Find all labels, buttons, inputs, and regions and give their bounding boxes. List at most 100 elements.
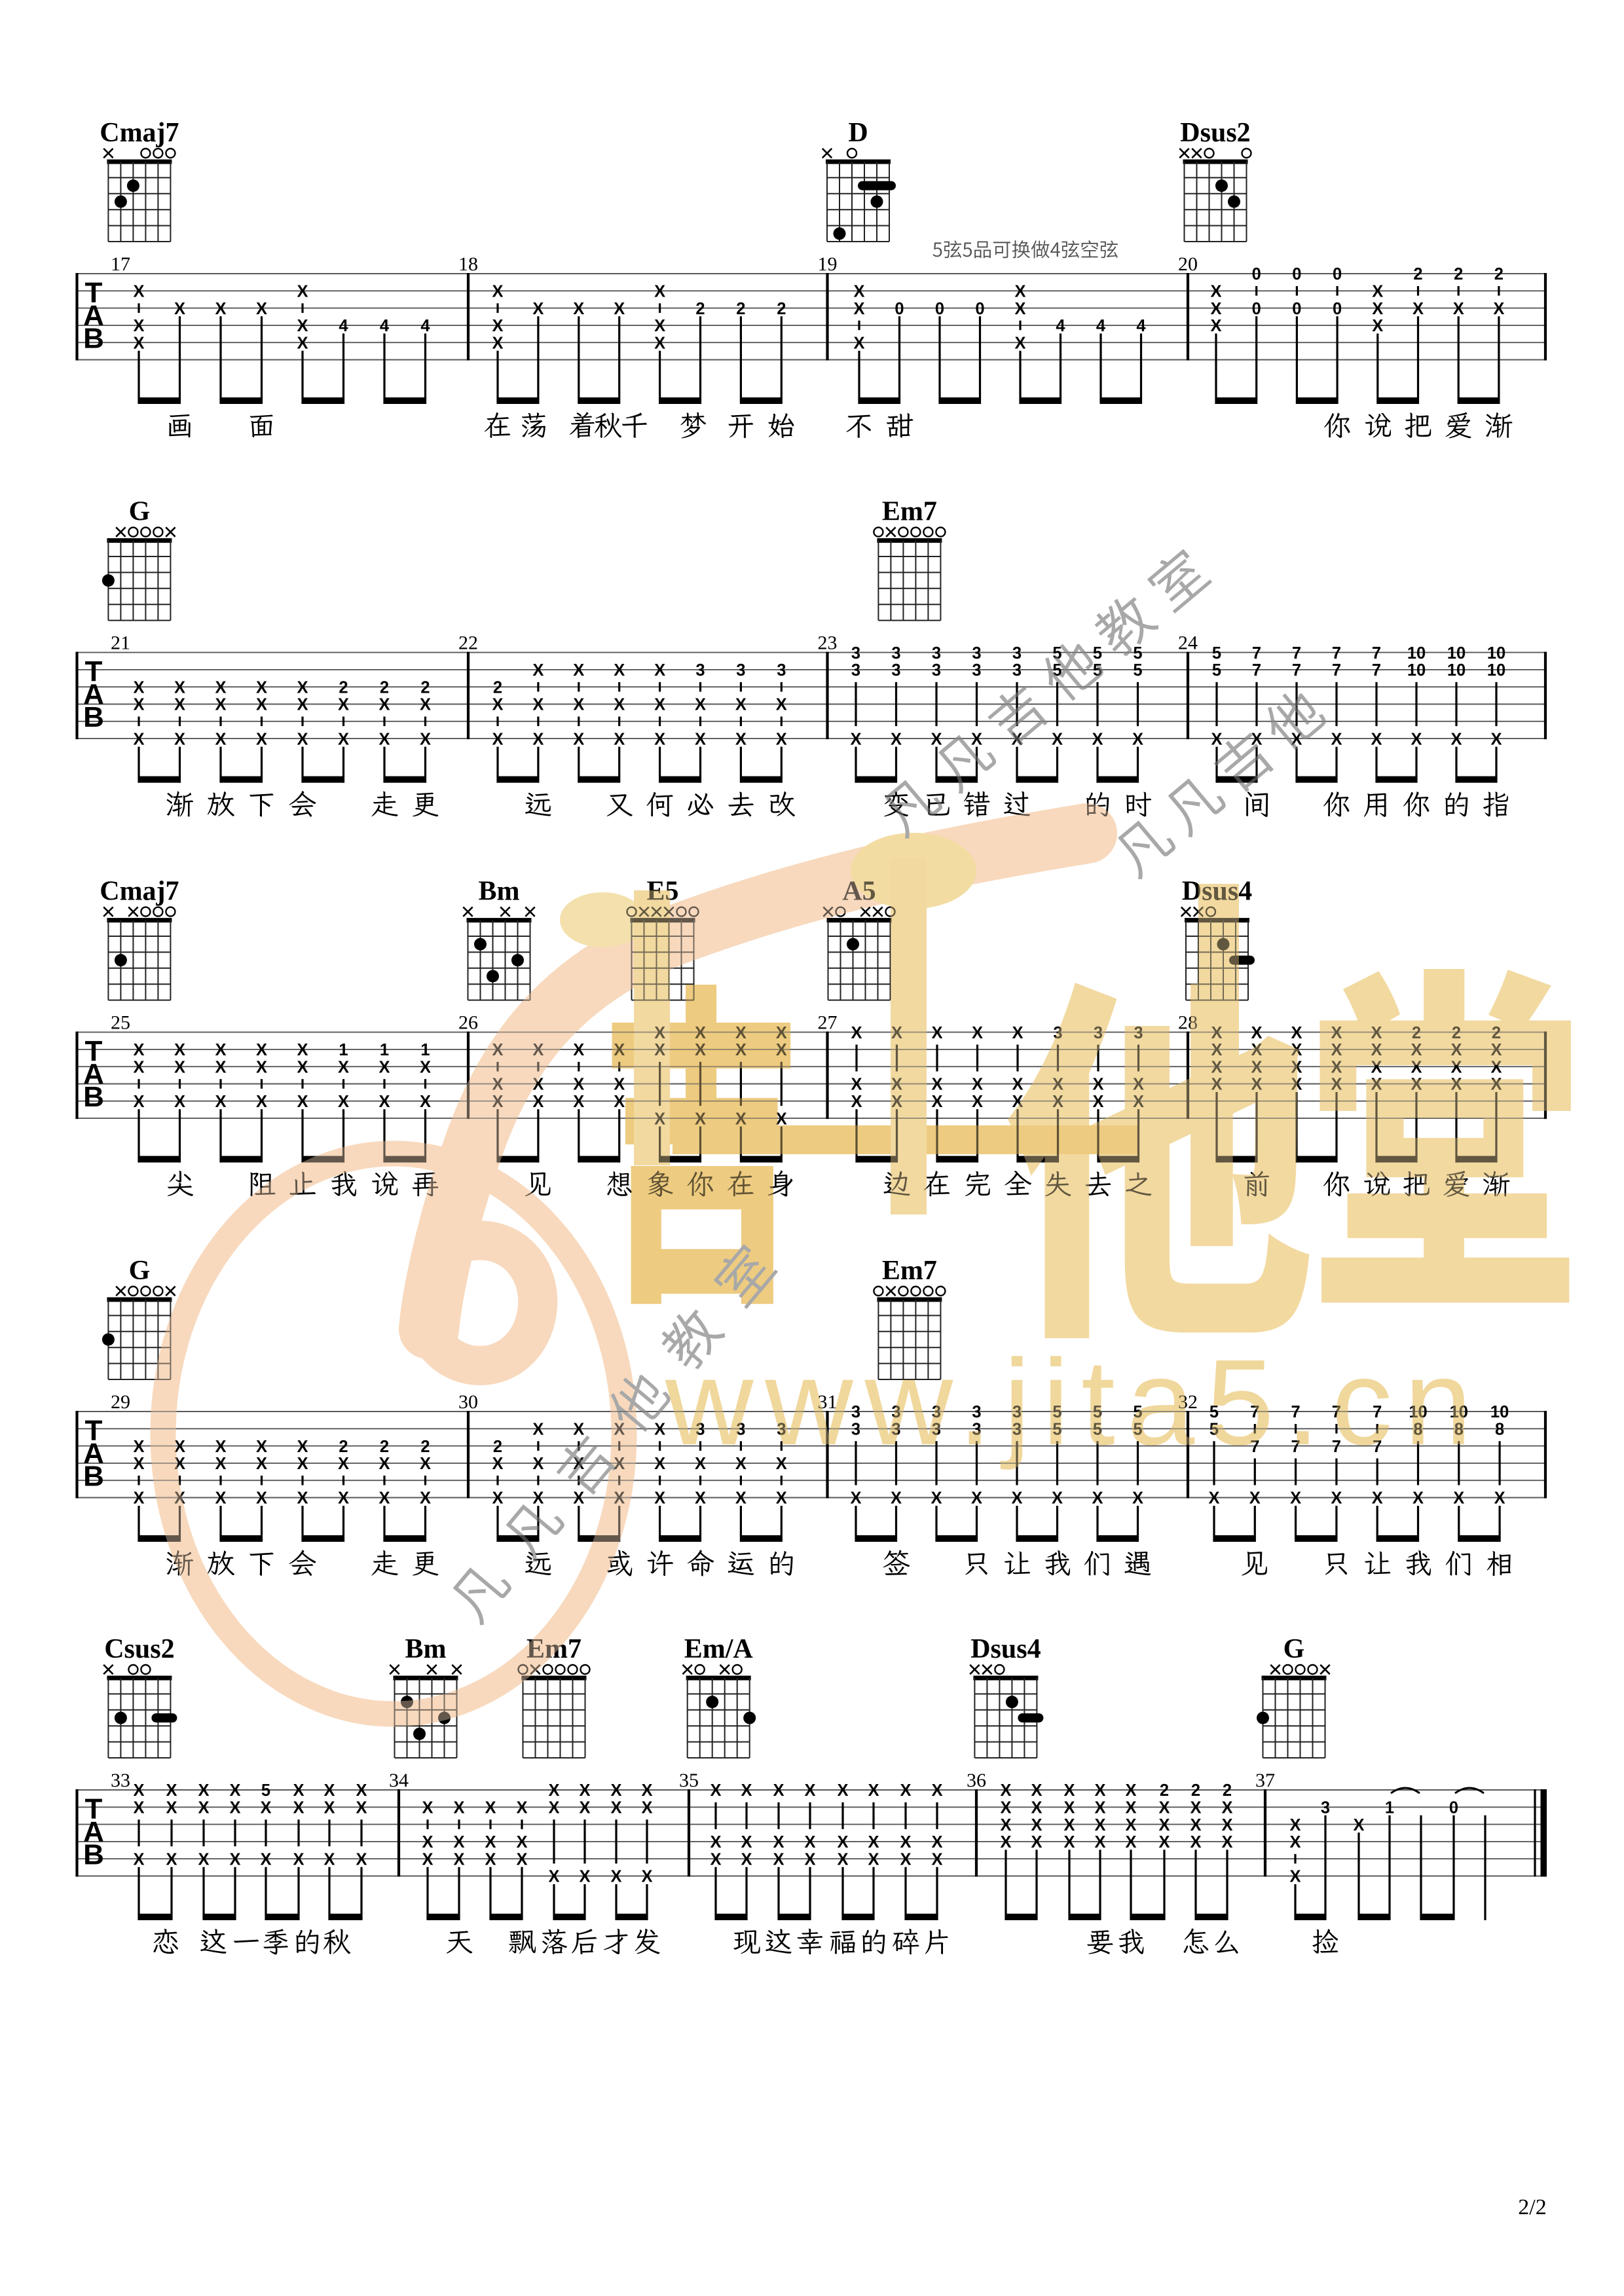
svg-text:X: X xyxy=(1158,1799,1170,1817)
svg-text:T: T xyxy=(85,1415,103,1447)
svg-text:X: X xyxy=(1251,1024,1262,1042)
svg-text:X: X xyxy=(1125,1833,1136,1851)
svg-text:X: X xyxy=(776,1455,787,1473)
svg-text:X: X xyxy=(215,1041,226,1059)
svg-text:X: X xyxy=(931,1093,942,1111)
svg-text:G: G xyxy=(1283,1634,1305,1664)
svg-text:X: X xyxy=(1092,730,1103,748)
svg-text:X: X xyxy=(174,730,185,748)
svg-text:5: 5 xyxy=(1212,661,1221,680)
svg-text:Em7: Em7 xyxy=(882,1256,937,1286)
svg-text:X: X xyxy=(1210,317,1221,335)
svg-text:X: X xyxy=(971,1489,982,1508)
svg-text:X: X xyxy=(297,678,308,697)
svg-text:X: X xyxy=(573,300,584,318)
svg-text:X: X xyxy=(1031,1799,1042,1817)
svg-text:37: 37 xyxy=(1255,1770,1275,1791)
svg-text:10: 10 xyxy=(1487,661,1505,680)
svg-text:X: X xyxy=(1052,1489,1063,1508)
svg-text:Dsus4: Dsus4 xyxy=(970,1634,1041,1664)
svg-text:3: 3 xyxy=(1321,1799,1330,1817)
svg-text:7: 7 xyxy=(1373,1403,1382,1421)
svg-text:3: 3 xyxy=(972,1421,981,1439)
svg-text:X: X xyxy=(741,1833,752,1851)
svg-text:X: X xyxy=(579,1781,590,1800)
svg-text:5: 5 xyxy=(1133,1403,1142,1421)
svg-text:X: X xyxy=(492,1076,503,1094)
svg-text:33: 33 xyxy=(111,1770,130,1791)
svg-text:X: X xyxy=(1412,1489,1424,1508)
svg-text:X: X xyxy=(891,1024,902,1042)
svg-text:Csus2: Csus2 xyxy=(104,1634,174,1664)
svg-text:0: 0 xyxy=(1252,300,1261,318)
svg-text:X: X xyxy=(532,1041,544,1059)
svg-text:24: 24 xyxy=(1178,632,1198,654)
svg-text:X: X xyxy=(198,1799,209,1817)
svg-text:X: X xyxy=(1412,300,1424,318)
svg-text:8: 8 xyxy=(1413,1421,1422,1439)
svg-text:X: X xyxy=(1210,300,1221,318)
svg-text:X: X xyxy=(1012,1076,1023,1094)
svg-text:X: X xyxy=(338,1455,349,1473)
svg-text:X: X xyxy=(1190,1833,1201,1851)
svg-text:X: X xyxy=(133,1781,144,1800)
svg-text:30: 30 xyxy=(458,1391,478,1413)
svg-text:X: X xyxy=(735,730,747,748)
svg-text:X: X xyxy=(614,300,625,318)
svg-text:X: X xyxy=(1372,317,1383,335)
svg-text:X: X xyxy=(868,1850,879,1868)
svg-text:X: X xyxy=(853,283,864,301)
svg-text:X: X xyxy=(741,1781,752,1800)
svg-text:X: X xyxy=(420,1093,431,1111)
svg-text:X: X xyxy=(229,1850,240,1868)
svg-text:7: 7 xyxy=(1291,1403,1301,1421)
svg-text:X: X xyxy=(972,1076,983,1094)
svg-text:X: X xyxy=(174,1438,185,1456)
svg-text:5: 5 xyxy=(1212,644,1221,663)
svg-text:10: 10 xyxy=(1409,1403,1427,1421)
svg-text:X: X xyxy=(133,730,144,748)
svg-text:X: X xyxy=(776,730,787,748)
svg-text:7: 7 xyxy=(1372,644,1381,663)
svg-text:0: 0 xyxy=(1292,265,1301,283)
svg-text:E5: E5 xyxy=(646,877,678,907)
svg-text:4: 4 xyxy=(1096,317,1106,335)
svg-text:X: X xyxy=(338,1093,349,1111)
svg-text:X: X xyxy=(971,730,982,748)
svg-text:X: X xyxy=(256,1041,267,1059)
svg-text:0: 0 xyxy=(1333,300,1342,318)
svg-text:X: X xyxy=(492,1093,503,1111)
svg-text:3: 3 xyxy=(891,644,900,663)
svg-text:X: X xyxy=(356,1799,367,1817)
svg-text:X: X xyxy=(297,1058,308,1076)
svg-text:3: 3 xyxy=(1012,644,1022,663)
svg-text:26: 26 xyxy=(458,1012,478,1034)
svg-text:X: X xyxy=(297,1438,308,1456)
svg-text:X: X xyxy=(532,1489,544,1508)
svg-text:X: X xyxy=(1014,300,1025,318)
svg-text:X: X xyxy=(356,1781,367,1800)
svg-text:X: X xyxy=(931,1024,942,1042)
svg-text:7: 7 xyxy=(1252,644,1261,663)
svg-text:2: 2 xyxy=(1223,1781,1232,1800)
svg-text:X: X xyxy=(166,1781,177,1800)
svg-text:3: 3 xyxy=(932,644,941,663)
svg-text:3: 3 xyxy=(1012,661,1022,680)
svg-text:5: 5 xyxy=(1209,1421,1219,1439)
svg-text:2: 2 xyxy=(380,678,389,697)
svg-text:X: X xyxy=(579,1799,590,1817)
svg-text:17: 17 xyxy=(111,253,130,275)
svg-text:X: X xyxy=(378,1455,390,1473)
svg-text:X: X xyxy=(297,1489,308,1508)
svg-text:4: 4 xyxy=(1136,317,1146,335)
svg-text:X: X xyxy=(133,1438,144,1456)
svg-text:X: X xyxy=(573,696,584,714)
svg-text:Dsus2: Dsus2 xyxy=(1180,118,1250,148)
svg-text:X: X xyxy=(256,678,267,697)
svg-text:7: 7 xyxy=(1373,1438,1382,1456)
svg-text:X: X xyxy=(1221,1833,1232,1851)
svg-text:2: 2 xyxy=(420,678,430,697)
svg-text:X: X xyxy=(1000,1799,1011,1817)
svg-text:X: X xyxy=(516,1833,527,1851)
svg-text:X: X xyxy=(891,1489,902,1508)
